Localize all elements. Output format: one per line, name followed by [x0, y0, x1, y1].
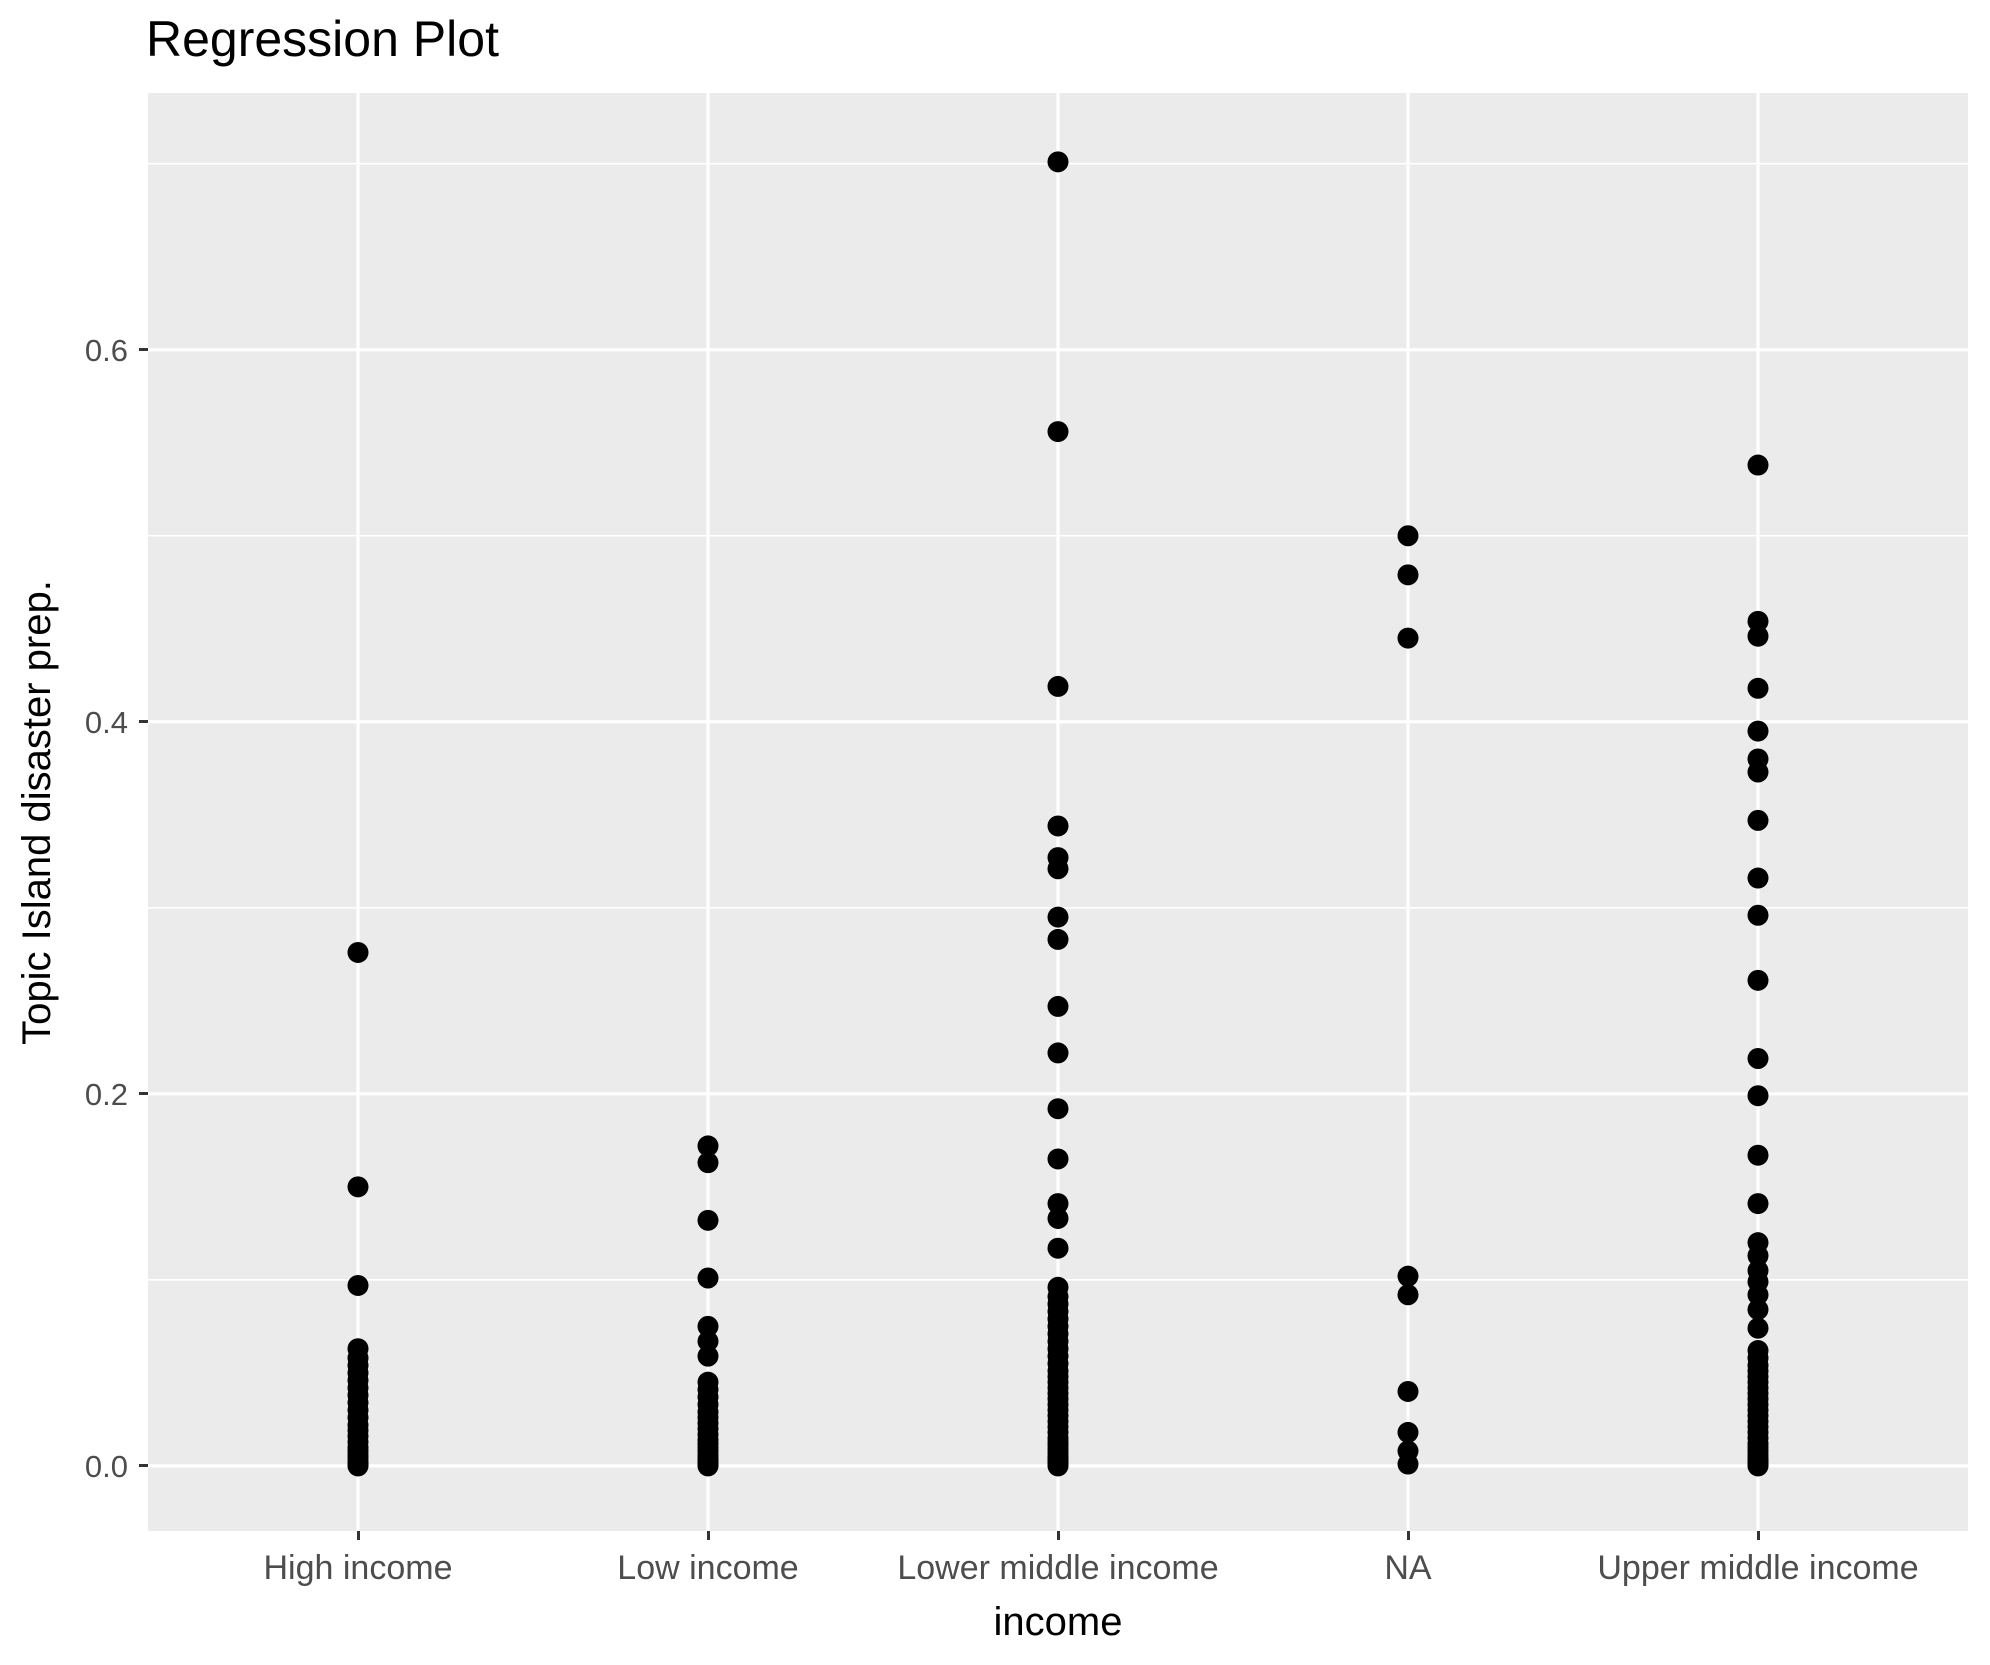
data-point — [1047, 151, 1069, 173]
data-point — [1047, 1455, 1069, 1477]
data-point — [697, 1135, 719, 1157]
data-point — [1047, 1207, 1069, 1229]
y-tick-mark — [139, 1464, 148, 1468]
data-point — [347, 1274, 369, 1296]
y-axis-title: Topic Island disaster prep. — [14, 93, 60, 1531]
data-point — [1397, 1380, 1419, 1402]
data-point — [1747, 1299, 1769, 1321]
data-point — [1747, 904, 1769, 926]
data-point — [1397, 1284, 1419, 1306]
data-point — [1747, 677, 1769, 699]
x-tick-label: High income — [263, 1549, 453, 1587]
x-tick-mark — [706, 1531, 710, 1540]
y-tick-label: 0.2 — [84, 1076, 128, 1112]
y-tick-label: 0.0 — [84, 1448, 128, 1484]
data-point — [1397, 627, 1419, 649]
data-point — [1047, 995, 1069, 1017]
x-tick-mark — [1056, 1531, 1060, 1540]
data-point — [1047, 815, 1069, 837]
data-point — [1047, 1042, 1069, 1064]
data-point — [1747, 867, 1769, 889]
data-point — [1047, 1098, 1069, 1120]
data-point — [697, 1330, 719, 1352]
y-tick-label: 0.4 — [84, 704, 128, 740]
data-point — [1747, 809, 1769, 831]
x-tick-mark — [1406, 1531, 1410, 1540]
data-point — [1747, 969, 1769, 991]
data-point — [1747, 720, 1769, 742]
data-point — [1747, 1455, 1769, 1477]
data-point — [1047, 1148, 1069, 1170]
chart-canvas — [148, 93, 1968, 1531]
data-point — [1047, 928, 1069, 950]
data-point — [697, 1209, 719, 1231]
data-point — [1397, 525, 1419, 547]
data-point — [1747, 1317, 1769, 1339]
data-point — [1747, 454, 1769, 476]
data-point — [1747, 1284, 1769, 1306]
data-point — [1747, 1245, 1769, 1267]
data-point — [697, 1345, 719, 1367]
data-point — [347, 941, 369, 963]
data-point — [1747, 1047, 1769, 1069]
data-point — [1747, 610, 1769, 632]
data-point — [697, 1315, 719, 1337]
data-point — [1047, 1193, 1069, 1215]
data-point — [1747, 1085, 1769, 1107]
y-tick-mark — [139, 1092, 148, 1096]
x-axis-title: income — [993, 1600, 1123, 1644]
data-point — [1397, 564, 1419, 586]
data-point — [697, 1267, 719, 1289]
data-point — [1397, 1453, 1419, 1475]
data-point — [1397, 1265, 1419, 1287]
x-tick-mark — [1756, 1531, 1760, 1540]
data-point — [1747, 625, 1769, 647]
data-point — [1047, 675, 1069, 697]
plot-panel — [148, 93, 1968, 1531]
data-point — [1397, 1421, 1419, 1443]
data-point — [1747, 761, 1769, 783]
data-point — [697, 1152, 719, 1174]
data-point — [697, 1455, 719, 1477]
chart-title: Regression Plot — [146, 11, 499, 67]
x-tick-label: NA — [1384, 1549, 1432, 1587]
x-tick-label: Upper middle income — [1597, 1549, 1919, 1587]
data-point — [1747, 1144, 1769, 1166]
y-tick-label: 0.6 — [84, 332, 128, 368]
x-tick-mark — [356, 1531, 360, 1540]
x-tick-label: Low income — [617, 1549, 799, 1587]
data-point — [347, 1455, 369, 1477]
data-point — [1747, 1193, 1769, 1215]
y-tick-mark — [139, 348, 148, 352]
x-tick-label: Lower middle income — [897, 1549, 1219, 1587]
data-point — [1047, 858, 1069, 880]
data-point — [1047, 906, 1069, 928]
y-tick-mark — [139, 720, 148, 724]
data-point — [1047, 421, 1069, 443]
data-point — [1047, 1237, 1069, 1259]
data-point — [347, 1176, 369, 1198]
y-axis-title-text: Topic Island disaster prep. — [14, 579, 59, 1045]
